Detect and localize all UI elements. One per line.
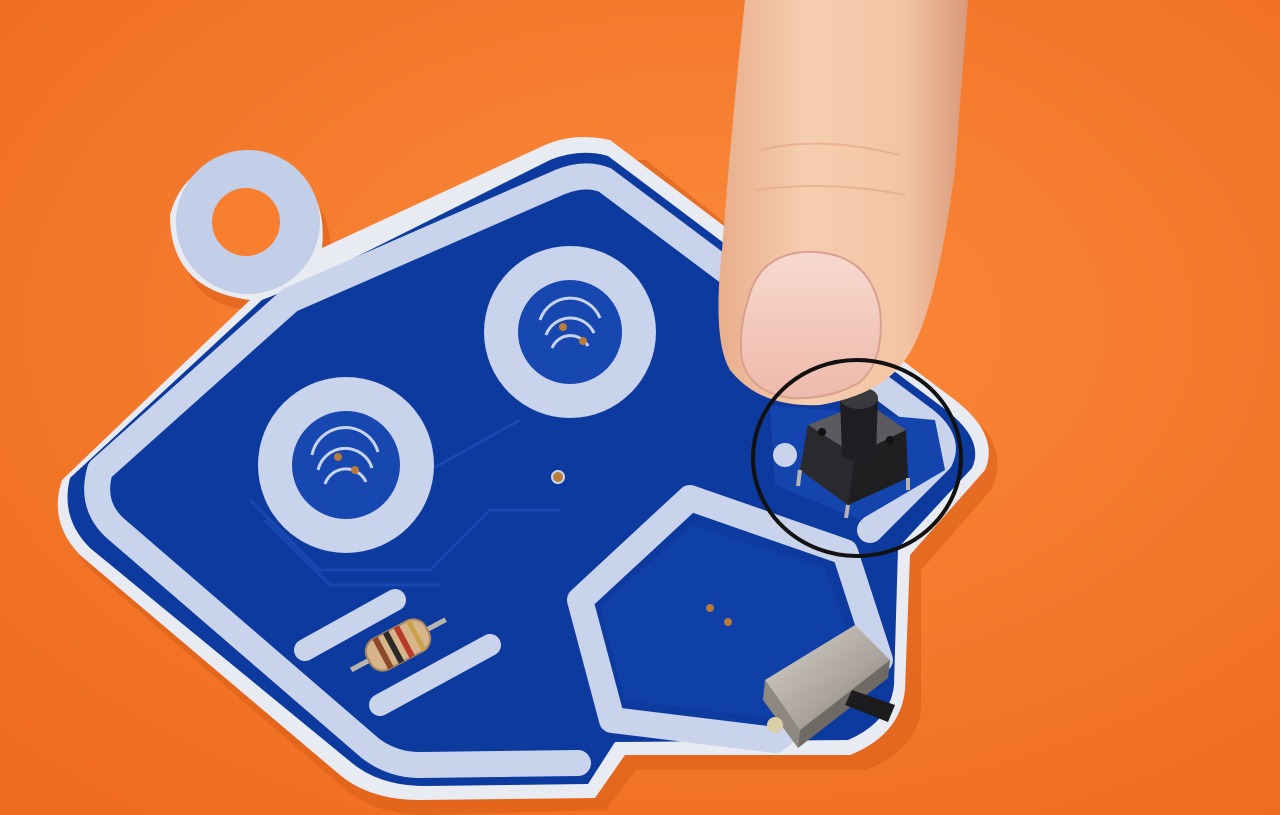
slide-switch: [763, 625, 895, 748]
button-solder-pad: [773, 443, 797, 467]
via-center: [551, 470, 565, 484]
silkscreen-bars: [294, 589, 501, 716]
resistor: [350, 617, 447, 673]
touch-pad-upper: [484, 246, 656, 418]
hanging-hole: [212, 188, 280, 256]
touch-pad-lower: [258, 377, 434, 553]
pcb-traces: [248, 418, 560, 587]
silkscreen-border: [84, 163, 956, 778]
highlight-circle: [751, 358, 963, 558]
